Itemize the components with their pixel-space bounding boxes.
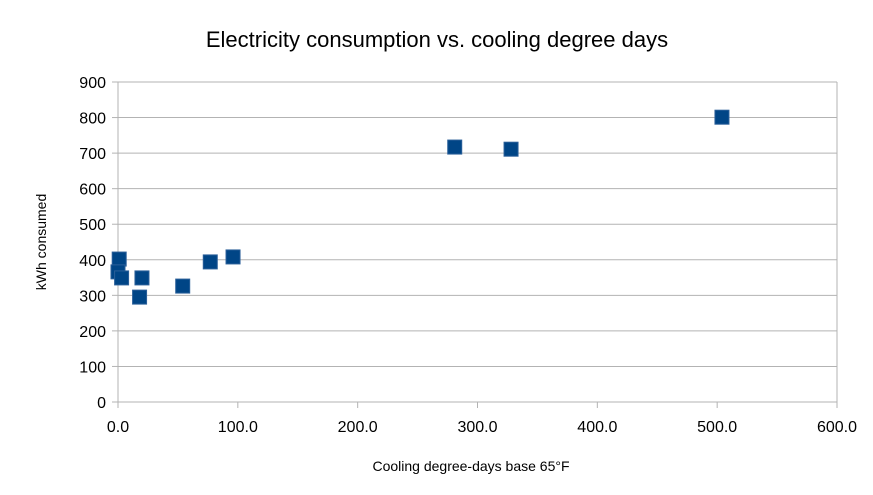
chart-title: Electricity consumption vs. cooling degr… [206, 27, 668, 52]
y-tick-label: 700 [79, 146, 106, 163]
data-point [714, 109, 730, 125]
y-tick-label: 400 [79, 253, 106, 270]
x-tick-label: 100.0 [218, 419, 258, 436]
x-tick-label: 600.0 [817, 419, 857, 436]
y-tick-label: 500 [79, 217, 106, 234]
data-point [114, 270, 130, 286]
data-point [134, 270, 150, 286]
y-tick-label: 600 [79, 182, 106, 199]
x-tick-label: 300.0 [457, 419, 497, 436]
data-point [202, 254, 218, 270]
y-tick-label: 100 [79, 359, 106, 376]
x-tick-label: 0.0 [107, 419, 129, 436]
x-tick-label: 400.0 [577, 419, 617, 436]
y-tick-label: 200 [79, 324, 106, 341]
y-tick-label: 0 [97, 395, 106, 412]
x-axis-label: Cooling degree-days base 65°F [372, 458, 569, 474]
data-point [175, 278, 191, 294]
x-tick-label: 200.0 [338, 419, 378, 436]
y-axis-label: kWh consumed [33, 194, 49, 290]
data-point [111, 251, 127, 267]
data-point [225, 249, 241, 265]
data-point [447, 139, 463, 155]
y-tick-label: 800 [79, 111, 106, 128]
x-tick-label: 500.0 [697, 419, 737, 436]
data-point [503, 141, 519, 157]
y-tick-label: 900 [79, 75, 106, 92]
data-point [132, 289, 148, 305]
y-tick-label: 300 [79, 288, 106, 305]
